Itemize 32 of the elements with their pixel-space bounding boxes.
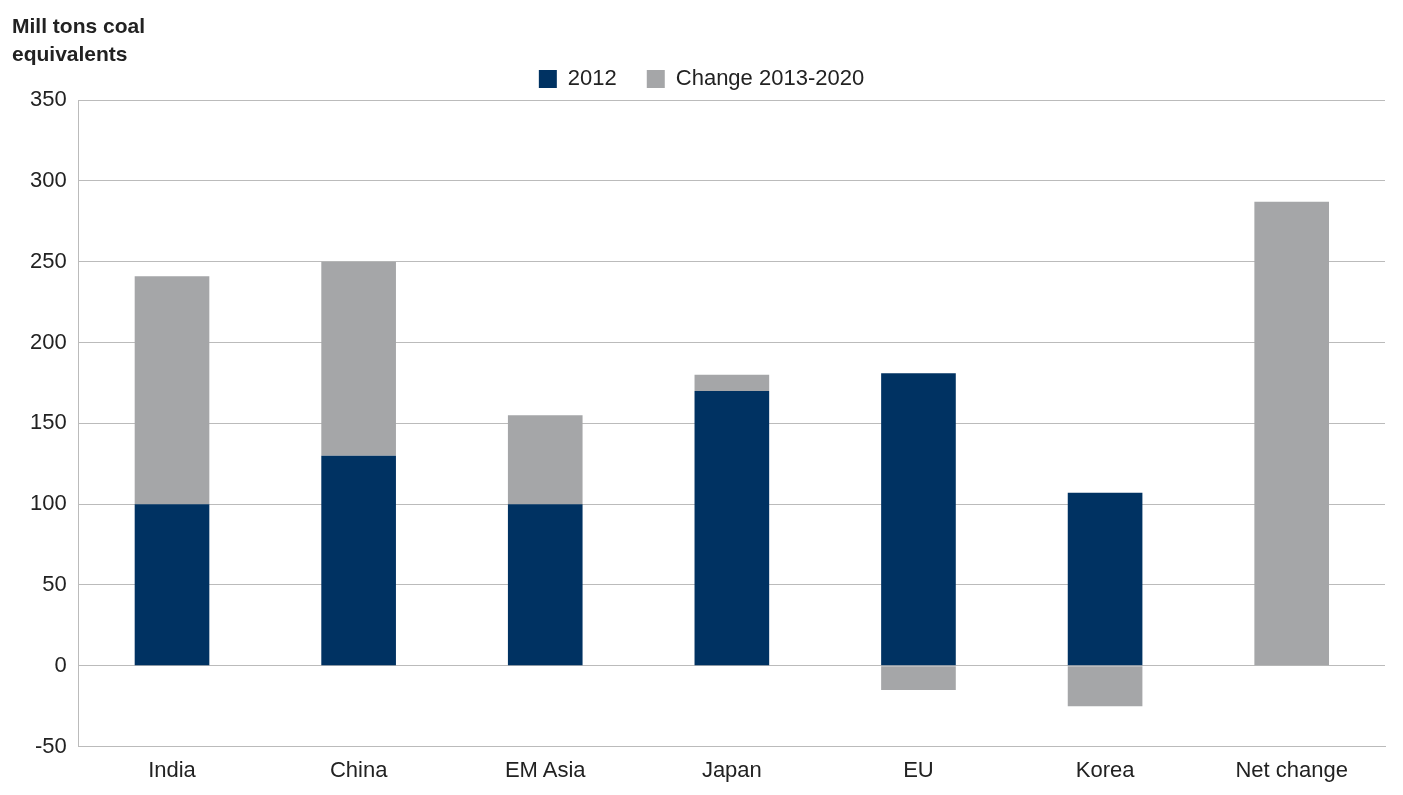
legend-label: Change 2013-2020 <box>675 65 865 91</box>
y-tick-label: 300 <box>29 166 67 192</box>
legend-label: 2012 <box>567 65 617 91</box>
y-axis-title: Mill tons coal equivalents <box>12 13 146 67</box>
x-tick-label: China <box>329 756 389 782</box>
bar <box>1067 666 1143 707</box>
bar <box>1254 201 1330 666</box>
bar <box>1067 492 1143 666</box>
y-tick-label: 250 <box>29 247 67 273</box>
x-tick-label: Net change <box>1235 756 1348 782</box>
bar <box>881 373 956 666</box>
y-tick-label: 50 <box>42 571 67 597</box>
bar <box>881 666 956 691</box>
bar <box>134 276 210 505</box>
bar <box>694 390 770 666</box>
y-tick-label: 200 <box>29 328 67 354</box>
x-tick-label: Korea <box>1075 756 1136 782</box>
bar <box>321 261 396 456</box>
y-tick-label: 150 <box>29 409 67 435</box>
y-tick-label: 350 <box>29 86 67 112</box>
bar <box>694 374 770 391</box>
bar <box>134 504 210 666</box>
x-tick-label: Japan <box>701 756 762 782</box>
x-tick-label: EU <box>903 756 934 782</box>
y-tick-label: 0 <box>54 651 67 677</box>
x-tick-label: India <box>148 756 197 782</box>
bar <box>507 415 583 505</box>
y-tick-label: 100 <box>29 490 67 516</box>
y-tick-label: -50 <box>34 732 67 758</box>
bar <box>507 504 583 666</box>
bar <box>321 455 396 666</box>
x-tick-label: EM Asia <box>504 756 587 782</box>
